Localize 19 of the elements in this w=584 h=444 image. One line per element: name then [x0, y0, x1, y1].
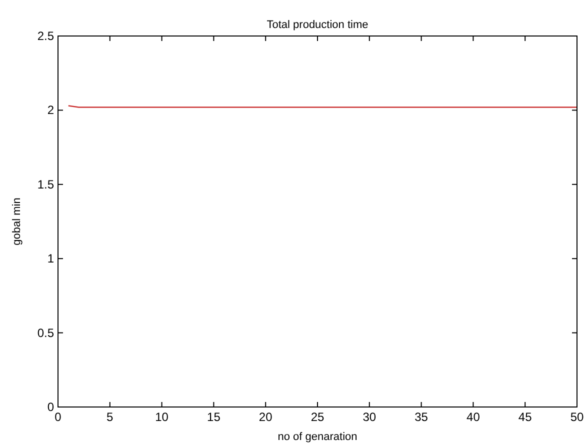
x-tick-label: 50 [570, 410, 584, 424]
x-tick-label: 20 [258, 410, 273, 424]
chart-title: Total production time [266, 19, 368, 31]
y-tick-label: 0 [47, 400, 54, 414]
x-tick-label: 15 [207, 410, 221, 424]
y-tick-label: 1.5 [37, 177, 54, 192]
x-tick-label: 35 [414, 410, 428, 424]
y-tick-label: 2 [47, 103, 54, 118]
x-axis-title: no of genaration [278, 431, 358, 443]
y-tick-label: 1 [47, 252, 54, 266]
y-tick-label: 2.5 [37, 29, 54, 43]
x-tick-label: 5 [106, 410, 114, 424]
x-tick-label: 45 [518, 410, 532, 424]
y-axis-title: gobal min [11, 198, 23, 246]
x-tick-label: 10 [155, 410, 169, 424]
x-tick-label: 40 [466, 410, 480, 424]
y-tick-label: 0.5 [37, 326, 54, 340]
x-tick-label: 25 [310, 410, 324, 424]
x-tick-label: 30 [362, 410, 376, 424]
